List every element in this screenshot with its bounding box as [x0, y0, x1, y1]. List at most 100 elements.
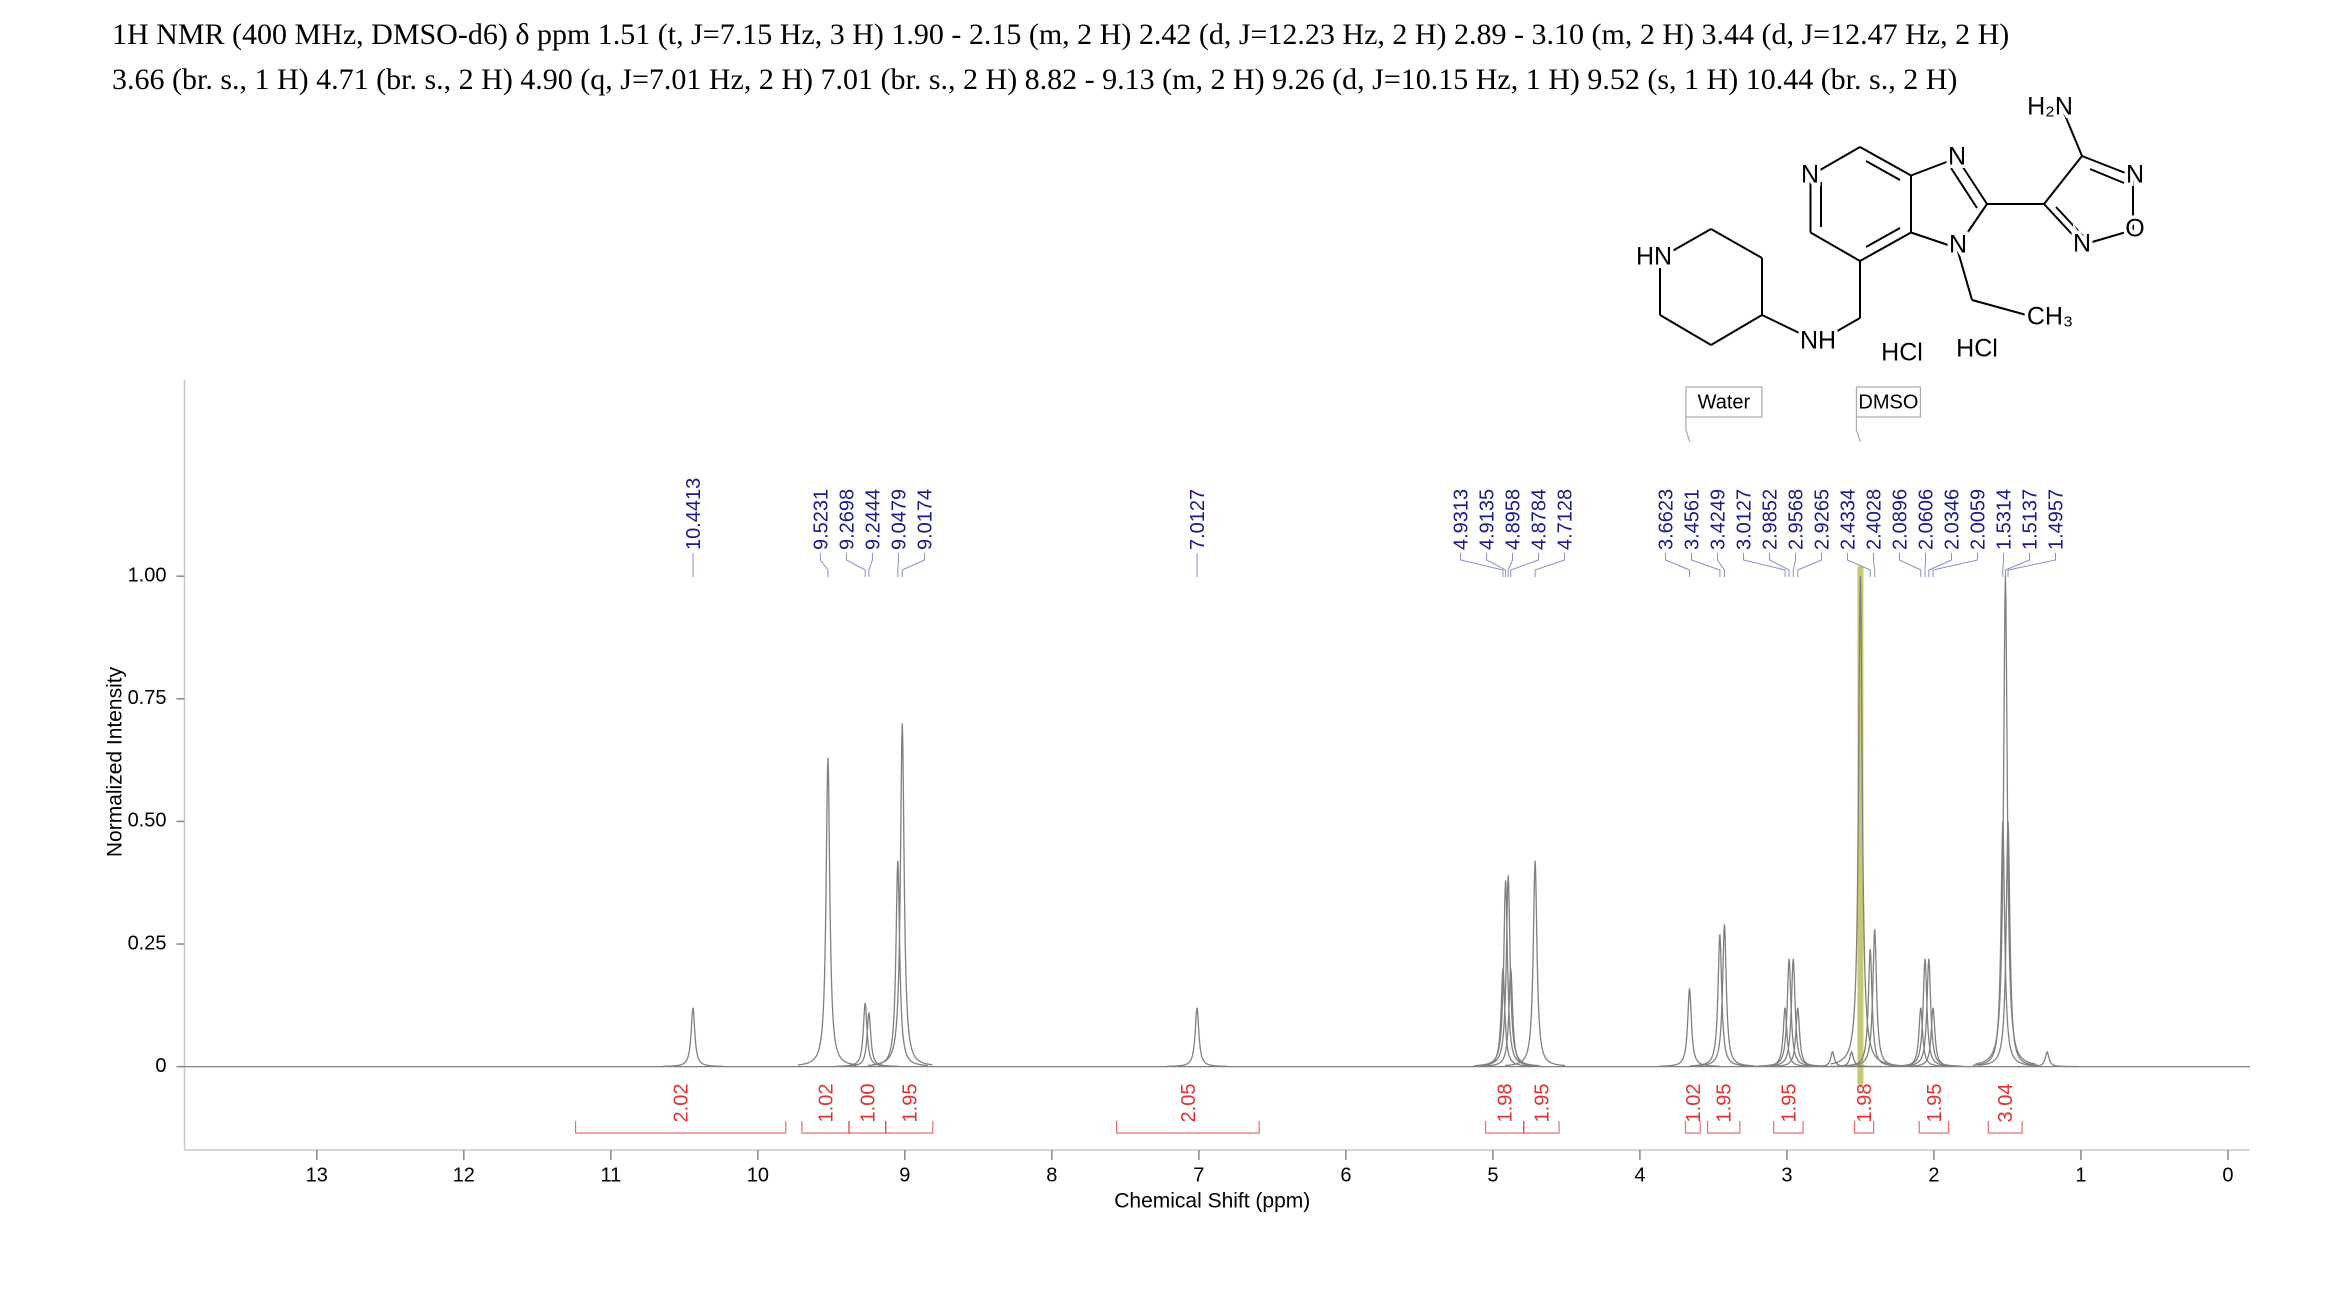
- peak-leader: [1664, 553, 1691, 577]
- peak-leader: [1846, 553, 1871, 577]
- peak: [867, 860, 928, 1067]
- integral-label: 1.02: [1683, 1084, 1705, 1123]
- y-tick-label: 0.25: [128, 932, 167, 954]
- header: 1H NMR (400 MHz, DMSO-d6) δ ppm 1.51 (t,…: [112, 12, 2009, 102]
- peak-leader: [1534, 553, 1566, 577]
- x-tick-label: 7: [1193, 1164, 1204, 1186]
- peak-leader: [1872, 553, 1876, 577]
- peak-leader: [1742, 553, 1786, 577]
- annotation-box: [1855, 386, 1922, 418]
- peak: [2017, 1050, 2078, 1068]
- peak-leader: [1460, 553, 1504, 577]
- integral-bracket: [1684, 1121, 1701, 1134]
- x-axis-title: Chemical Shift (ppm): [1114, 1190, 1310, 1213]
- peak-leader: [1797, 553, 1822, 577]
- peak-leader: [868, 553, 873, 577]
- peak-label: 9.2444: [862, 489, 884, 550]
- peak-label: 9.2698: [836, 489, 858, 550]
- annotation-leader: [1855, 417, 1861, 443]
- annotation-leader: [1685, 417, 1691, 443]
- peak: [1975, 576, 2036, 1065]
- peak: [1480, 968, 1541, 1067]
- atom-label: O: [2125, 215, 2144, 243]
- y-tick-label: 0: [155, 1055, 166, 1077]
- x-tick-label: 3: [1781, 1164, 1792, 1186]
- peak-label: 2.0346: [1941, 489, 1963, 550]
- x-tick-label: 11: [600, 1164, 621, 1186]
- salt-label: HCl: [1956, 335, 1998, 363]
- peak-label: 3.4249: [1707, 489, 1729, 550]
- atom-label: N: [1801, 161, 1819, 189]
- peak-label: 9.0174: [914, 489, 936, 550]
- peak: [872, 723, 933, 1066]
- atom-label: N: [1948, 143, 1966, 171]
- peak-label: 10.4413: [683, 478, 705, 550]
- atom-label: NH: [1800, 327, 1836, 355]
- solvent-band: [1857, 566, 1864, 1085]
- peak-leader: [2002, 553, 2004, 577]
- y-tick-label: 1.00: [128, 564, 167, 586]
- peak-label: 1.5137: [2019, 489, 2041, 550]
- y-tick-label: 0.50: [128, 810, 167, 832]
- peak-leader: [819, 553, 829, 577]
- x-tick-label: 1: [2075, 1164, 2086, 1186]
- x-tick-label: 4: [1634, 1164, 1645, 1186]
- peak-leader: [897, 553, 899, 577]
- peak-label: 2.4028: [1863, 489, 1885, 550]
- peak: [1802, 1050, 1863, 1068]
- annotation-box: [1685, 386, 1763, 418]
- peak-label: 2.4334: [1837, 489, 1859, 550]
- peak: [1890, 1007, 1951, 1067]
- peak-label: 4.9135: [1477, 489, 1499, 550]
- peak: [1478, 875, 1539, 1067]
- atom-label: HN: [1636, 243, 1672, 271]
- header-line: 3.66 (br. s., 1 H) 4.71 (br. s., 2 H) 4.…: [112, 63, 1958, 96]
- peak-leader: [901, 553, 925, 577]
- header-line: 1H NMR (400 MHz, DMSO-d6) δ ppm 1.51 (t,…: [112, 18, 2010, 51]
- integral-label: 1.95: [1531, 1084, 1553, 1123]
- peak-label: 4.8784: [1529, 489, 1551, 550]
- peak: [797, 757, 859, 1066]
- salt-label: HCl: [1881, 339, 1923, 367]
- y-tick-label: 0.75: [128, 687, 167, 709]
- peak-leader: [2007, 553, 2056, 577]
- peak-label: 1.4957: [2045, 489, 2067, 550]
- peak: [1166, 1007, 1228, 1067]
- peak-leader: [1928, 553, 1952, 577]
- peak-leader: [2004, 553, 2030, 577]
- x-tick-label: 9: [899, 1164, 910, 1186]
- integral-label: 1.98: [1854, 1084, 1876, 1123]
- peak: [1659, 988, 1720, 1067]
- peak-leader: [1898, 553, 1922, 577]
- peak-label: 2.9568: [1785, 489, 1807, 550]
- peak-leader: [1932, 553, 1978, 577]
- peak-label: 2.9852: [1759, 489, 1781, 550]
- integral-label: 1.02: [815, 1084, 837, 1123]
- integral-bracket: [574, 1121, 787, 1134]
- peak-leader: [1690, 553, 1721, 577]
- peak-leader: [1486, 553, 1507, 577]
- peak-label: 2.0059: [1967, 489, 1989, 550]
- peak-label: 4.8958: [1503, 489, 1525, 550]
- peak: [1763, 958, 1824, 1067]
- peak-label: 4.9313: [1451, 489, 1473, 550]
- integral-label: 1.95: [899, 1084, 921, 1123]
- integral-label: 1.95: [1714, 1084, 1736, 1123]
- peak-leader: [1507, 553, 1514, 577]
- peak: [835, 1002, 896, 1067]
- integral-label: 2.05: [1178, 1084, 1200, 1123]
- atom-label: H₂N: [2027, 93, 2073, 121]
- peak-leader: [1716, 553, 1725, 577]
- peak-label: 4.7128: [1555, 489, 1577, 550]
- peak-label: 3.0127: [1733, 489, 1755, 550]
- peak-label: 9.0479: [888, 489, 910, 550]
- peak: [1505, 860, 1566, 1067]
- peak-label: 9.5231: [810, 489, 832, 550]
- peak: [1898, 958, 1959, 1067]
- structure: N N N H₂N N O N CH₃ NH HN HCl HCl: [1632, 89, 2148, 370]
- peak: [1894, 958, 1956, 1067]
- peak: [1694, 924, 1755, 1067]
- peak-leader: [1792, 553, 1796, 577]
- integral-bracket: [1987, 1121, 2023, 1134]
